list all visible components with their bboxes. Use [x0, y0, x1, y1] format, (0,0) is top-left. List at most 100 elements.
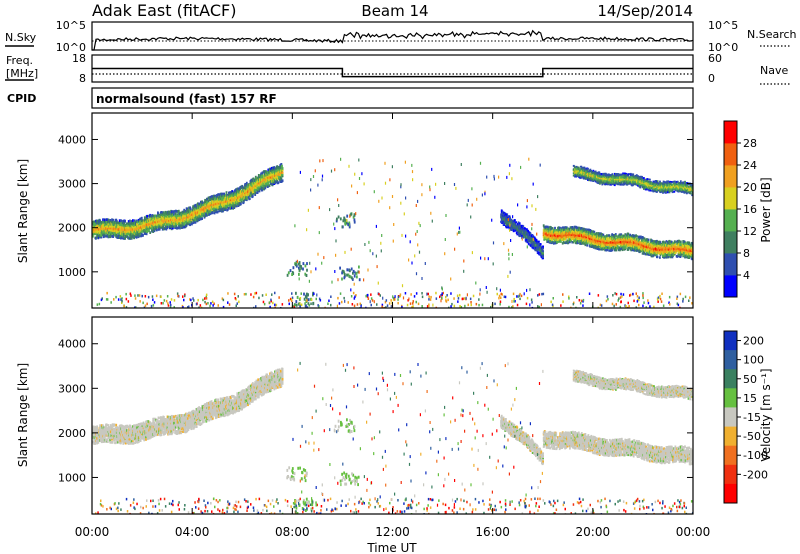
data-cell	[547, 240, 550, 243]
data-cell	[663, 181, 666, 183]
data-cell	[613, 239, 615, 243]
data-cell	[154, 225, 156, 229]
data-cell	[158, 227, 161, 231]
data-cell	[194, 205, 197, 209]
data-cell	[169, 217, 171, 220]
data-cell	[659, 191, 662, 194]
data-cell	[647, 253, 650, 256]
data-cell	[256, 191, 259, 194]
data-cell	[593, 246, 596, 249]
data-cell	[211, 211, 214, 215]
data-cell	[258, 185, 261, 189]
data-cell	[660, 189, 663, 191]
data-cell	[650, 250, 652, 254]
data-cell	[594, 233, 597, 236]
data-cell	[242, 199, 245, 202]
data-cell	[118, 221, 121, 225]
data-cell	[179, 226, 181, 230]
data-cell	[546, 238, 549, 242]
data-cell	[618, 181, 621, 184]
data-cell	[578, 240, 581, 243]
data-cell	[557, 226, 560, 229]
data-cell	[594, 179, 597, 182]
data-cell	[596, 237, 599, 241]
data-cell	[674, 184, 677, 186]
data-cell	[219, 195, 221, 199]
data-cell	[611, 235, 614, 238]
data-cell	[174, 212, 177, 216]
data-cell	[148, 229, 150, 233]
data-cell	[659, 253, 662, 257]
data-cell	[668, 239, 671, 243]
data-cell	[664, 241, 667, 244]
data-cell	[115, 233, 118, 236]
data-cell	[647, 187, 650, 189]
data-cell	[227, 203, 230, 207]
data-cell	[169, 214, 171, 218]
data-cell	[645, 253, 648, 256]
data-cell	[591, 242, 594, 245]
data-cell	[132, 219, 134, 222]
data-cell	[108, 230, 110, 234]
data-cell	[657, 182, 660, 185]
data-cell	[592, 244, 594, 247]
data-cell	[177, 224, 180, 227]
data-cell	[678, 250, 680, 254]
data-cell	[133, 236, 135, 240]
data-cell	[142, 227, 145, 231]
data-cell	[184, 220, 187, 223]
data-cell	[268, 184, 271, 187]
data-cell	[590, 169, 592, 172]
data-cell	[669, 180, 671, 183]
data-cell	[588, 231, 590, 234]
data-cell	[587, 238, 590, 241]
data-cell	[235, 192, 238, 196]
data-cell	[171, 220, 174, 224]
data-cell	[275, 175, 278, 179]
data-cell	[176, 226, 178, 230]
data-cell	[130, 221, 133, 225]
data-cell	[245, 194, 248, 198]
data-cell	[251, 186, 254, 190]
data-cell	[192, 205, 194, 208]
data-cell	[161, 227, 164, 231]
data-cell	[281, 173, 284, 176]
data-cell	[106, 232, 109, 236]
data-cell	[691, 257, 693, 261]
data-cell	[599, 235, 602, 238]
data-cell	[564, 238, 567, 241]
data-cell	[649, 242, 652, 246]
data-cell	[594, 174, 596, 176]
data-cell	[603, 172, 606, 175]
data-cell	[662, 191, 664, 194]
data-cell	[597, 173, 600, 175]
data-cell	[570, 237, 573, 241]
data-cell	[569, 235, 571, 239]
data-cell	[673, 182, 676, 185]
cpid-left-label: CPID	[7, 92, 36, 105]
data-cell	[602, 172, 604, 175]
data-cell	[688, 253, 691, 256]
data-cell	[146, 214, 149, 218]
data-cell	[667, 190, 670, 193]
data-cell	[660, 190, 663, 192]
data-cell	[184, 212, 187, 216]
data-cell	[636, 244, 639, 247]
data-cell	[546, 236, 549, 240]
data-cell	[655, 244, 658, 247]
data-cell	[601, 183, 604, 186]
data-cell	[665, 244, 667, 247]
data-cell	[579, 176, 582, 179]
data-cell	[662, 180, 665, 183]
data-cell	[130, 237, 133, 240]
data-cell	[186, 207, 189, 211]
data-cell	[207, 209, 209, 212]
data-cell	[127, 223, 130, 227]
data-cell	[617, 247, 620, 250]
data-cell	[667, 182, 670, 185]
data-cell	[204, 211, 206, 214]
data-cell	[595, 246, 597, 249]
data-cell	[661, 244, 664, 247]
data-cell	[247, 195, 250, 199]
data-cell	[183, 208, 186, 212]
